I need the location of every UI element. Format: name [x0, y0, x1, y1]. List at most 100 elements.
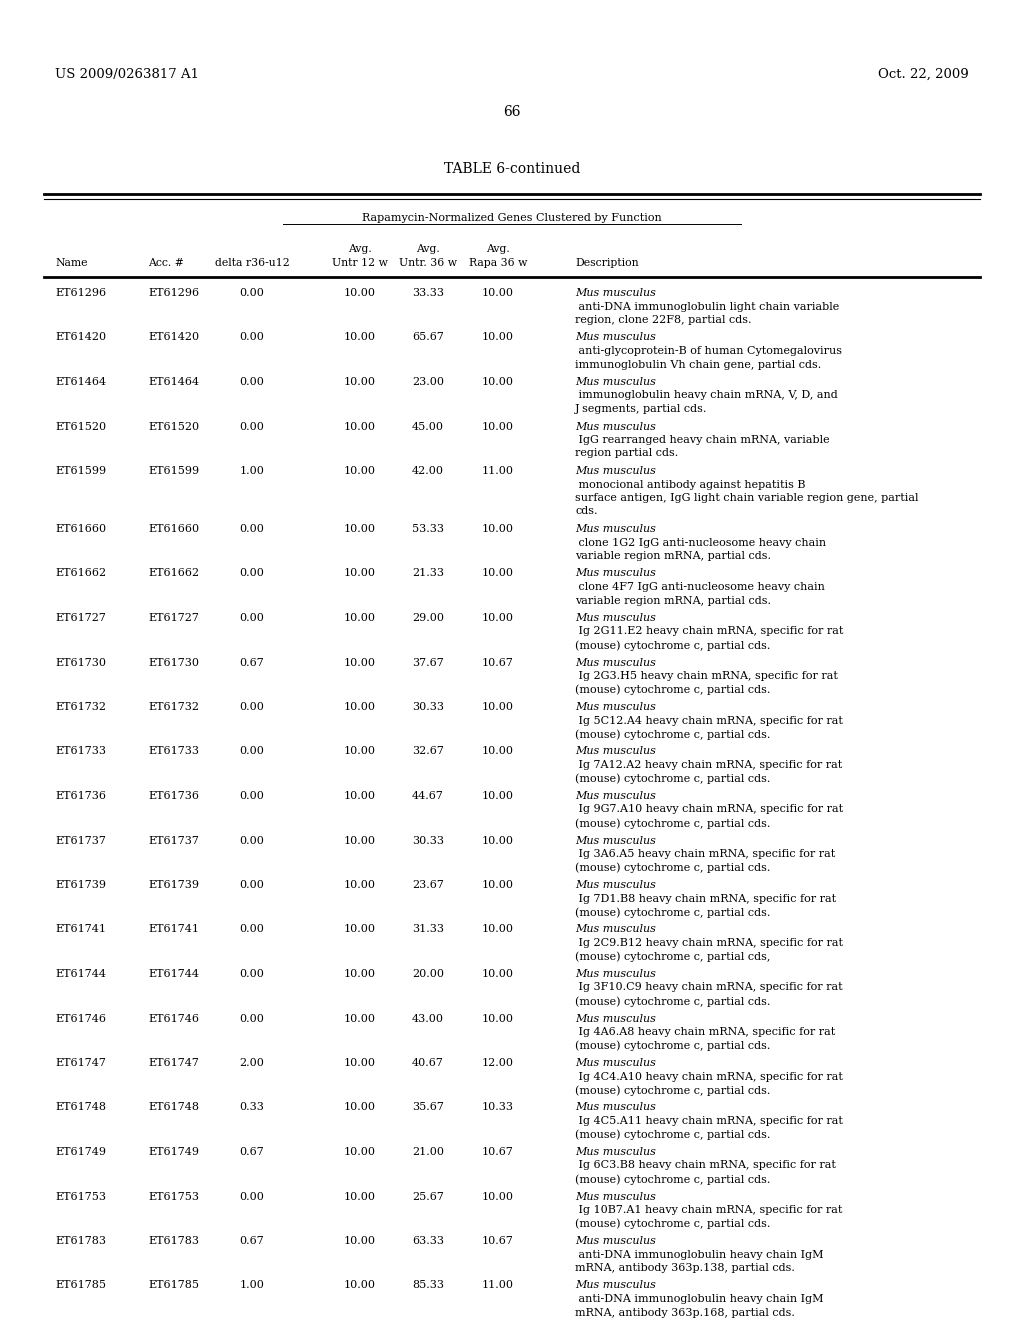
Text: Untr 12 w: Untr 12 w: [332, 257, 388, 268]
Text: 0.67: 0.67: [240, 1236, 264, 1246]
Text: Mus musculus: Mus musculus: [575, 657, 656, 668]
Text: 10.00: 10.00: [344, 1014, 376, 1023]
Text: ET61599: ET61599: [55, 466, 106, 477]
Text: ET61662: ET61662: [148, 569, 199, 578]
Text: 10.00: 10.00: [482, 1192, 514, 1201]
Text: 40.67: 40.67: [412, 1059, 444, 1068]
Text: Mus musculus: Mus musculus: [575, 421, 656, 432]
Text: 0.00: 0.00: [240, 569, 264, 578]
Text: Mus musculus: Mus musculus: [575, 466, 656, 477]
Text: 0.00: 0.00: [240, 1014, 264, 1023]
Text: 10.00: 10.00: [482, 969, 514, 979]
Text: Oct. 22, 2009: Oct. 22, 2009: [879, 69, 969, 81]
Text: Mus musculus: Mus musculus: [575, 1192, 656, 1201]
Text: 10.00: 10.00: [344, 288, 376, 298]
Text: 0.00: 0.00: [240, 702, 264, 711]
Text: 21.00: 21.00: [412, 1147, 444, 1158]
Text: 10.00: 10.00: [344, 421, 376, 432]
Text: 10.67: 10.67: [482, 1147, 514, 1158]
Text: ET61662: ET61662: [55, 569, 106, 578]
Text: ET61464: ET61464: [148, 378, 199, 387]
Text: Mus musculus: Mus musculus: [575, 1014, 656, 1023]
Text: clone 1G2 IgG anti-nucleosome heavy chain: clone 1G2 IgG anti-nucleosome heavy chai…: [575, 537, 826, 548]
Text: Ig 3F10.C9 heavy chain mRNA, specific for rat: Ig 3F10.C9 heavy chain mRNA, specific fo…: [575, 982, 843, 993]
Text: ET61464: ET61464: [55, 378, 106, 387]
Text: 10.67: 10.67: [482, 1236, 514, 1246]
Text: ET61599: ET61599: [148, 466, 199, 477]
Text: 37.67: 37.67: [412, 657, 443, 668]
Text: ET61741: ET61741: [148, 924, 199, 935]
Text: ET61296: ET61296: [55, 288, 106, 298]
Text: 1.00: 1.00: [240, 1280, 264, 1291]
Text: region partial cds.: region partial cds.: [575, 449, 678, 458]
Text: anti-glycoprotein-B of human Cytomegalovirus: anti-glycoprotein-B of human Cytomegalov…: [575, 346, 842, 356]
Text: 10.00: 10.00: [344, 924, 376, 935]
Text: ET61746: ET61746: [55, 1014, 106, 1023]
Text: 10.00: 10.00: [482, 880, 514, 890]
Text: ET61732: ET61732: [148, 702, 199, 711]
Text: 10.00: 10.00: [344, 1147, 376, 1158]
Text: ET61747: ET61747: [148, 1059, 199, 1068]
Text: Mus musculus: Mus musculus: [575, 378, 656, 387]
Text: 0.00: 0.00: [240, 1192, 264, 1201]
Text: 33.33: 33.33: [412, 288, 444, 298]
Text: 25.67: 25.67: [412, 1192, 444, 1201]
Text: Ig 6C3.B8 heavy chain mRNA, specific for rat: Ig 6C3.B8 heavy chain mRNA, specific for…: [575, 1160, 836, 1171]
Text: ET61741: ET61741: [55, 924, 106, 935]
Text: cds.: cds.: [575, 507, 597, 516]
Text: Mus musculus: Mus musculus: [575, 333, 656, 342]
Text: Mus musculus: Mus musculus: [575, 1280, 656, 1291]
Text: ET61749: ET61749: [148, 1147, 199, 1158]
Text: 32.67: 32.67: [412, 747, 444, 756]
Text: ET61749: ET61749: [55, 1147, 106, 1158]
Text: clone 4F7 IgG anti-nucleosome heavy chain: clone 4F7 IgG anti-nucleosome heavy chai…: [575, 582, 825, 591]
Text: 10.00: 10.00: [482, 378, 514, 387]
Text: Mus musculus: Mus musculus: [575, 524, 656, 535]
Text: 10.00: 10.00: [482, 524, 514, 535]
Text: ET61420: ET61420: [55, 333, 106, 342]
Text: Name: Name: [55, 257, 87, 268]
Text: variable region mRNA, partial cds.: variable region mRNA, partial cds.: [575, 550, 771, 561]
Text: 0.00: 0.00: [240, 378, 264, 387]
Text: 0.00: 0.00: [240, 969, 264, 979]
Text: 45.00: 45.00: [412, 421, 444, 432]
Text: 10.00: 10.00: [344, 880, 376, 890]
Text: 0.00: 0.00: [240, 791, 264, 801]
Text: immunoglobulin heavy chain mRNA, V, D, and: immunoglobulin heavy chain mRNA, V, D, a…: [575, 391, 838, 400]
Text: Mus musculus: Mus musculus: [575, 791, 656, 801]
Text: Mus musculus: Mus musculus: [575, 1102, 656, 1113]
Text: (mouse) cytochrome c, partial cds.: (mouse) cytochrome c, partial cds.: [575, 1173, 770, 1184]
Text: (mouse) cytochrome c, partial cds.: (mouse) cytochrome c, partial cds.: [575, 1218, 770, 1229]
Text: 66: 66: [503, 106, 521, 119]
Text: 10.00: 10.00: [344, 378, 376, 387]
Text: 0.67: 0.67: [240, 657, 264, 668]
Text: Ig 5C12.A4 heavy chain mRNA, specific for rat: Ig 5C12.A4 heavy chain mRNA, specific fo…: [575, 715, 843, 726]
Text: 35.67: 35.67: [412, 1102, 444, 1113]
Text: Mus musculus: Mus musculus: [575, 880, 656, 890]
Text: ET61727: ET61727: [55, 612, 105, 623]
Text: (mouse) cytochrome c, partial cds.: (mouse) cytochrome c, partial cds.: [575, 907, 770, 917]
Text: 53.33: 53.33: [412, 524, 444, 535]
Text: 21.33: 21.33: [412, 569, 444, 578]
Text: anti-DNA immunoglobulin heavy chain IgM: anti-DNA immunoglobulin heavy chain IgM: [575, 1250, 823, 1259]
Text: 10.67: 10.67: [482, 657, 514, 668]
Text: Mus musculus: Mus musculus: [575, 924, 656, 935]
Text: J segments, partial cds.: J segments, partial cds.: [575, 404, 708, 414]
Text: Untr. 36 w: Untr. 36 w: [399, 257, 457, 268]
Text: 10.00: 10.00: [344, 657, 376, 668]
Text: 10.00: 10.00: [344, 466, 376, 477]
Text: 20.00: 20.00: [412, 969, 444, 979]
Text: 31.33: 31.33: [412, 924, 444, 935]
Text: 0.00: 0.00: [240, 524, 264, 535]
Text: mRNA, antibody 363p.168, partial cds.: mRNA, antibody 363p.168, partial cds.: [575, 1308, 795, 1317]
Text: Ig 4C4.A10 heavy chain mRNA, specific for rat: Ig 4C4.A10 heavy chain mRNA, specific fo…: [575, 1072, 843, 1081]
Text: ET61747: ET61747: [55, 1059, 105, 1068]
Text: 30.33: 30.33: [412, 702, 444, 711]
Text: 10.00: 10.00: [482, 612, 514, 623]
Text: 0.00: 0.00: [240, 612, 264, 623]
Text: ET61520: ET61520: [148, 421, 199, 432]
Text: mRNA, antibody 363p.138, partial cds.: mRNA, antibody 363p.138, partial cds.: [575, 1263, 795, 1272]
Text: 10.00: 10.00: [482, 288, 514, 298]
Text: 10.00: 10.00: [482, 569, 514, 578]
Text: 11.00: 11.00: [482, 1280, 514, 1291]
